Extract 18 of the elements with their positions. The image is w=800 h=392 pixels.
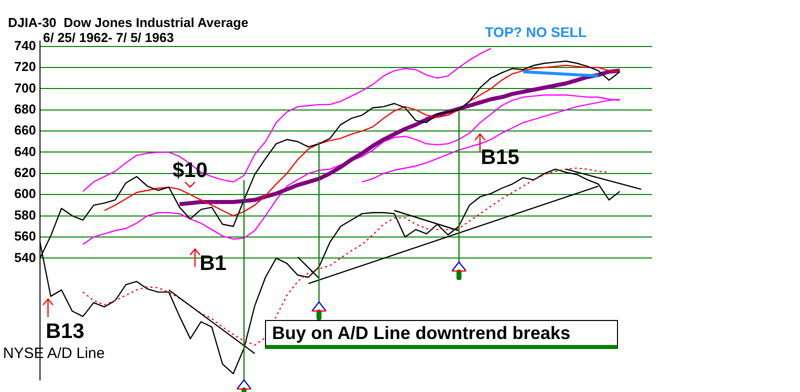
y-tick-label: 560 xyxy=(14,228,36,244)
y-tick-label: 540 xyxy=(14,250,36,265)
y-tick-label: 680 xyxy=(14,101,36,116)
annotation: B13 xyxy=(46,320,84,344)
y-tick-label: 660 xyxy=(14,122,36,138)
annotation: Buy on A/D Line downtrend breaks xyxy=(265,320,618,349)
chart-subtitle: 6/ 25/ 1962- 7/ 5/ 1963 xyxy=(43,30,174,45)
annotation: B1 xyxy=(200,252,226,276)
y-tick-label: 740 xyxy=(14,38,36,53)
y-tick-label: 580 xyxy=(14,207,36,222)
annotation: B15 xyxy=(480,146,520,170)
y-tick-label: 720 xyxy=(14,59,36,74)
y-tick-label: 700 xyxy=(14,80,36,96)
text: TOP? NO SELL xyxy=(485,24,587,40)
chart-title: DJIA-30 Dow Jones Industrial Average xyxy=(8,15,248,30)
y-tick-label: 600 xyxy=(14,186,36,202)
y-tick-label: 620 xyxy=(14,165,36,180)
y-tick-label: 640 xyxy=(14,144,36,159)
